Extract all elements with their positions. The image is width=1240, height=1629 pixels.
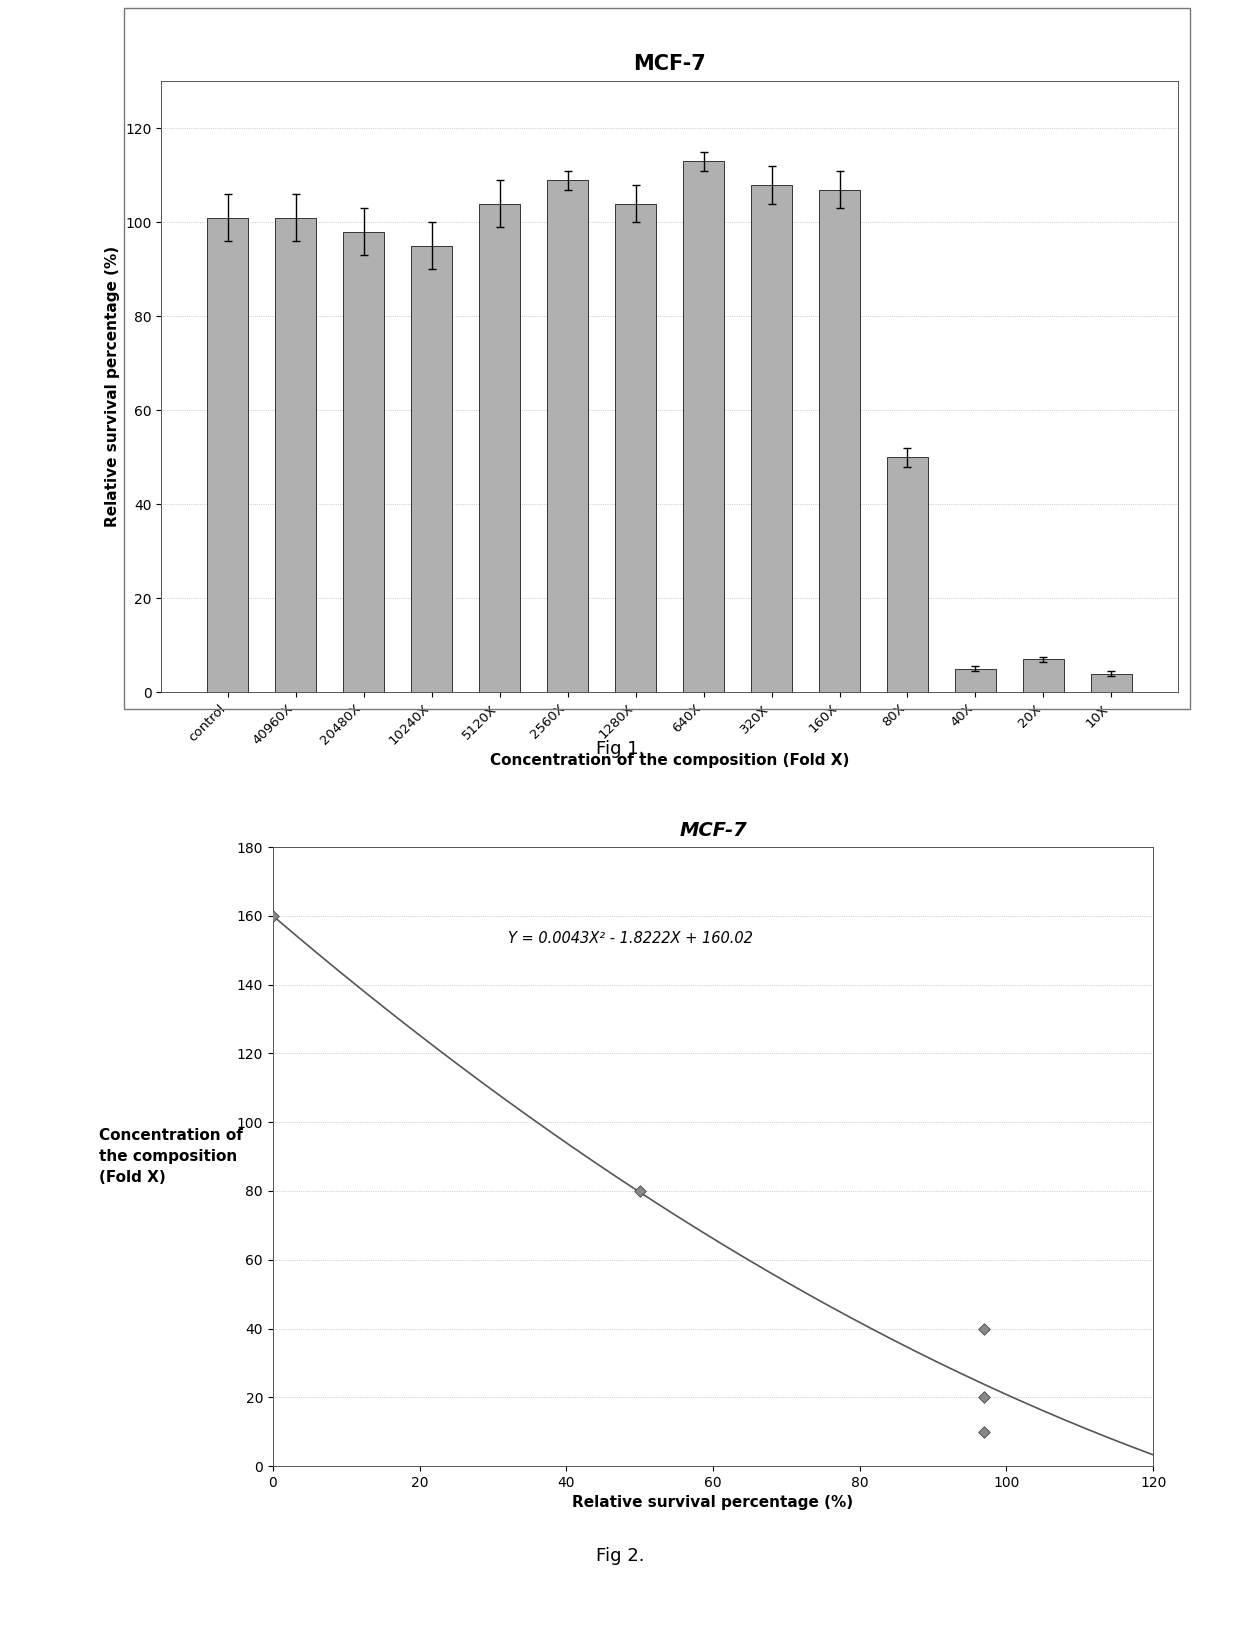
Point (975, 1385, 994, 1411)
Point (630, 1178, 650, 1204)
Bar (820, 189, 859, 692)
Bar (480, 204, 520, 692)
X-axis label: Concentration of the composition (Fold X): Concentration of the composition (Fold X… (490, 753, 849, 767)
Bar (615, 204, 656, 692)
Bar (547, 181, 588, 692)
Bar (1023, 660, 1064, 692)
Point (975, 1316, 994, 1342)
Bar (683, 161, 724, 692)
Bar (887, 458, 928, 692)
Y-axis label: Relative survival percentage (%): Relative survival percentage (%) (104, 246, 119, 528)
Bar (955, 670, 996, 692)
X-axis label: Relative survival percentage (%): Relative survival percentage (%) (573, 1495, 853, 1510)
Text: Y = 0.0043X² - 1.8222X + 160.02: Y = 0.0043X² - 1.8222X + 160.02 (507, 932, 753, 946)
Title: MCF-7: MCF-7 (634, 54, 706, 75)
Bar (275, 218, 316, 692)
Bar (412, 246, 453, 692)
Bar (1091, 673, 1132, 692)
Point (975, 1419, 994, 1445)
Text: Fig 1.: Fig 1. (595, 740, 645, 759)
Title: MCF-7: MCF-7 (680, 821, 746, 841)
Bar (343, 231, 384, 692)
Bar (751, 184, 792, 692)
Text: Fig 2.: Fig 2. (595, 1546, 645, 1565)
Bar (207, 218, 248, 692)
Point (263, 902, 283, 929)
Text: Concentration of
the composition
(Fold X): Concentration of the composition (Fold X… (99, 1129, 243, 1184)
